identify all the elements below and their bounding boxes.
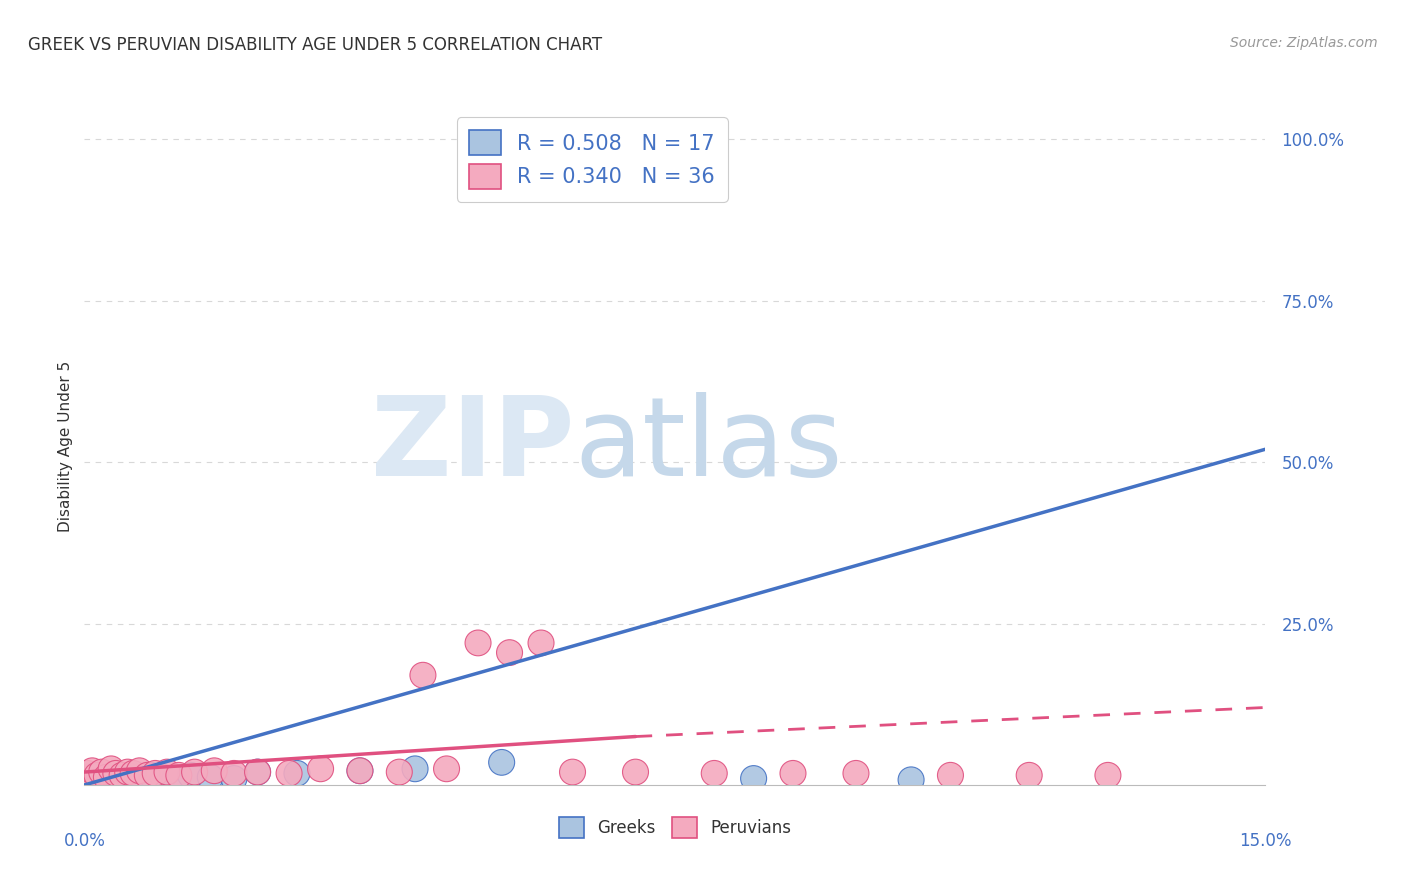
Ellipse shape	[76, 764, 101, 790]
Ellipse shape	[142, 761, 169, 786]
Ellipse shape	[177, 763, 204, 789]
Ellipse shape	[529, 630, 554, 656]
Ellipse shape	[741, 765, 766, 791]
Ellipse shape	[308, 756, 333, 781]
Ellipse shape	[162, 765, 188, 791]
Ellipse shape	[496, 640, 523, 665]
Ellipse shape	[938, 763, 963, 789]
Ellipse shape	[245, 759, 270, 785]
Text: GREEK VS PERUVIAN DISABILITY AGE UNDER 5 CORRELATION CHART: GREEK VS PERUVIAN DISABILITY AGE UNDER 5…	[28, 36, 602, 54]
Ellipse shape	[135, 763, 160, 789]
Ellipse shape	[127, 758, 152, 784]
Ellipse shape	[898, 767, 924, 793]
Ellipse shape	[489, 749, 515, 775]
Ellipse shape	[103, 761, 129, 786]
Legend: Greeks, Peruvians: Greeks, Peruvians	[553, 811, 797, 845]
Ellipse shape	[138, 763, 165, 789]
Ellipse shape	[465, 630, 491, 656]
Ellipse shape	[583, 127, 609, 153]
Y-axis label: Disability Age Under 5: Disability Age Under 5	[58, 360, 73, 532]
Ellipse shape	[115, 759, 141, 785]
Ellipse shape	[75, 761, 100, 786]
Ellipse shape	[402, 756, 427, 781]
Ellipse shape	[347, 758, 373, 784]
Ellipse shape	[125, 767, 150, 793]
Ellipse shape	[91, 765, 117, 791]
Ellipse shape	[387, 759, 412, 785]
Ellipse shape	[84, 763, 110, 789]
Ellipse shape	[844, 761, 869, 786]
Ellipse shape	[1095, 763, 1121, 789]
Ellipse shape	[120, 761, 146, 786]
Ellipse shape	[118, 764, 145, 789]
Ellipse shape	[347, 758, 373, 784]
Ellipse shape	[201, 758, 228, 784]
Text: Source: ZipAtlas.com: Source: ZipAtlas.com	[1230, 36, 1378, 50]
Ellipse shape	[623, 759, 648, 785]
Ellipse shape	[112, 765, 138, 790]
Ellipse shape	[89, 759, 115, 785]
Text: 15.0%: 15.0%	[1239, 832, 1292, 850]
Ellipse shape	[560, 759, 585, 785]
Text: 0.0%: 0.0%	[63, 832, 105, 850]
Ellipse shape	[110, 763, 135, 789]
Ellipse shape	[97, 767, 122, 793]
Ellipse shape	[1017, 763, 1042, 789]
Ellipse shape	[702, 761, 727, 786]
Ellipse shape	[131, 765, 156, 791]
Ellipse shape	[93, 764, 120, 790]
Ellipse shape	[245, 759, 270, 785]
Ellipse shape	[284, 761, 309, 786]
Ellipse shape	[86, 767, 111, 793]
Ellipse shape	[221, 761, 247, 786]
Text: ZIP: ZIP	[371, 392, 575, 500]
Ellipse shape	[780, 761, 806, 786]
Ellipse shape	[98, 756, 124, 781]
Ellipse shape	[276, 761, 302, 786]
Ellipse shape	[80, 763, 107, 789]
Ellipse shape	[107, 766, 132, 792]
Ellipse shape	[197, 764, 224, 790]
Text: atlas: atlas	[575, 392, 844, 500]
Ellipse shape	[181, 759, 208, 785]
Ellipse shape	[221, 765, 247, 791]
Ellipse shape	[101, 764, 128, 790]
Ellipse shape	[79, 758, 105, 784]
Ellipse shape	[433, 756, 460, 781]
Ellipse shape	[411, 663, 436, 688]
Ellipse shape	[150, 764, 176, 790]
Ellipse shape	[166, 763, 191, 789]
Ellipse shape	[155, 759, 180, 785]
